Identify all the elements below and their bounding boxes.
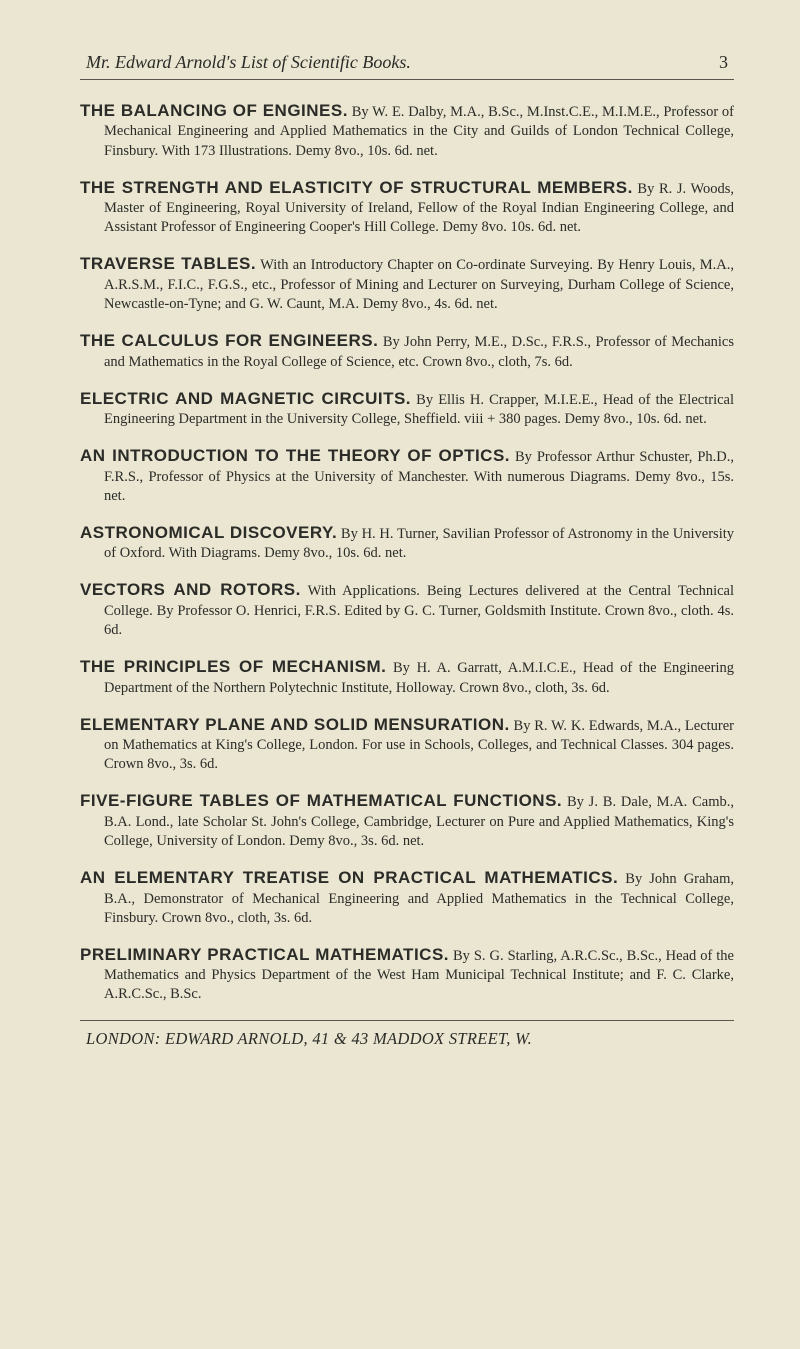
top-rule — [80, 79, 734, 80]
imprint-footer: LONDON: EDWARD ARNOLD, 41 & 43 MADDOX ST… — [80, 1029, 734, 1049]
catalogue-entry: ASTRONOMICAL DISCOVERY. By H. H. Turner,… — [80, 522, 734, 564]
catalogue-entry: TRAVERSE TABLES. With an Introductory Ch… — [80, 253, 734, 314]
entry-title: TRAVERSE TABLES. — [80, 254, 256, 273]
running-head: Mr. Edward Arnold's List of Scientific B… — [80, 52, 734, 73]
entry-title: FIVE-FIGURE TABLES OF MATHEMATICAL FUNCT… — [80, 791, 562, 810]
footer-rule — [80, 1020, 734, 1021]
entry-title: THE STRENGTH AND ELASTICITY OF STRUCTURA… — [80, 178, 633, 197]
catalogue-entry: THE STRENGTH AND ELASTICITY OF STRUCTURA… — [80, 177, 734, 238]
entries-list: THE BALANCING OF ENGINES. By W. E. Dalby… — [80, 100, 734, 1004]
entry-title: THE PRINCIPLES OF MECHANISM. — [80, 657, 386, 676]
entry-title: AN INTRODUCTION TO THE THEORY OF OPTICS. — [80, 446, 510, 465]
entry-title: AN ELEMENTARY TREATISE ON PRACTICAL MATH… — [80, 868, 618, 887]
catalogue-entry: THE PRINCIPLES OF MECHANISM. By H. A. Ga… — [80, 656, 734, 698]
catalogue-entry: THE BALANCING OF ENGINES. By W. E. Dalby… — [80, 100, 734, 161]
entry-title: ELEMENTARY PLANE AND SOLID MENSURATION. — [80, 715, 510, 734]
running-head-title: Mr. Edward Arnold's List of Scientific B… — [86, 52, 411, 73]
entry-title: THE BALANCING OF ENGINES. — [80, 101, 348, 120]
catalogue-entry: PRELIMINARY PRACTICAL MATHEMATICS. By S.… — [80, 944, 734, 1005]
catalogue-entry: AN ELEMENTARY TREATISE ON PRACTICAL MATH… — [80, 867, 734, 928]
catalogue-entry: ELEMENTARY PLANE AND SOLID MENSURATION. … — [80, 714, 734, 775]
catalogue-entry: VECTORS AND ROTORS. With Applications. B… — [80, 579, 734, 640]
entry-title: PRELIMINARY PRACTICAL MATHEMATICS. — [80, 945, 449, 964]
catalogue-entry: ELECTRIC AND MAGNETIC CIRCUITS. By Ellis… — [80, 388, 734, 430]
entry-title: VECTORS AND ROTORS. — [80, 580, 301, 599]
page-number: 3 — [719, 52, 728, 73]
catalogue-entry: THE CALCULUS FOR ENGINEERS. By John Perr… — [80, 330, 734, 372]
entry-title: ASTRONOMICAL DISCOVERY. — [80, 523, 337, 542]
entry-title: THE CALCULUS FOR ENGINEERS. — [80, 331, 378, 350]
catalogue-entry: AN INTRODUCTION TO THE THEORY OF OPTICS.… — [80, 445, 734, 506]
catalogue-entry: FIVE-FIGURE TABLES OF MATHEMATICAL FUNCT… — [80, 790, 734, 851]
entry-title: ELECTRIC AND MAGNETIC CIRCUITS. — [80, 389, 411, 408]
